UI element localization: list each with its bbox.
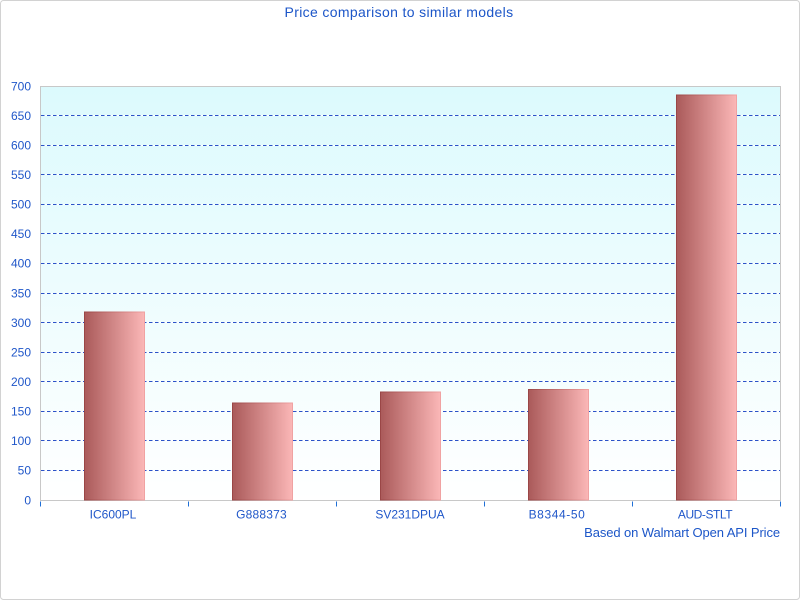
svg-text:700: 700 bbox=[11, 79, 31, 93]
svg-text:AUD-STLT: AUD-STLT bbox=[678, 507, 733, 521]
svg-text:50: 50 bbox=[18, 464, 32, 478]
svg-text:200: 200 bbox=[11, 375, 31, 389]
svg-text:G888373: G888373 bbox=[236, 507, 287, 521]
svg-text:600: 600 bbox=[11, 138, 31, 152]
svg-text:250: 250 bbox=[11, 345, 31, 359]
svg-text:150: 150 bbox=[11, 405, 31, 419]
svg-text:650: 650 bbox=[11, 109, 31, 123]
svg-text:Based on Walmart Open API Pric: Based on Walmart Open API Price bbox=[584, 525, 780, 540]
svg-text:Price comparison to similar mo: Price comparison to similar models bbox=[285, 4, 514, 20]
svg-text:550: 550 bbox=[11, 168, 31, 182]
svg-text:450: 450 bbox=[11, 227, 31, 241]
svg-text:300: 300 bbox=[11, 316, 31, 330]
svg-text:IC600PL: IC600PL bbox=[90, 507, 137, 521]
svg-text:SV231DPUA: SV231DPUA bbox=[375, 507, 444, 521]
svg-text:350: 350 bbox=[11, 286, 31, 300]
svg-text:400: 400 bbox=[11, 257, 31, 271]
svg-text:0: 0 bbox=[24, 493, 31, 507]
svg-text:100: 100 bbox=[11, 434, 31, 448]
svg-text:500: 500 bbox=[11, 198, 31, 212]
svg-text:B8344-50: B8344-50 bbox=[529, 507, 586, 521]
